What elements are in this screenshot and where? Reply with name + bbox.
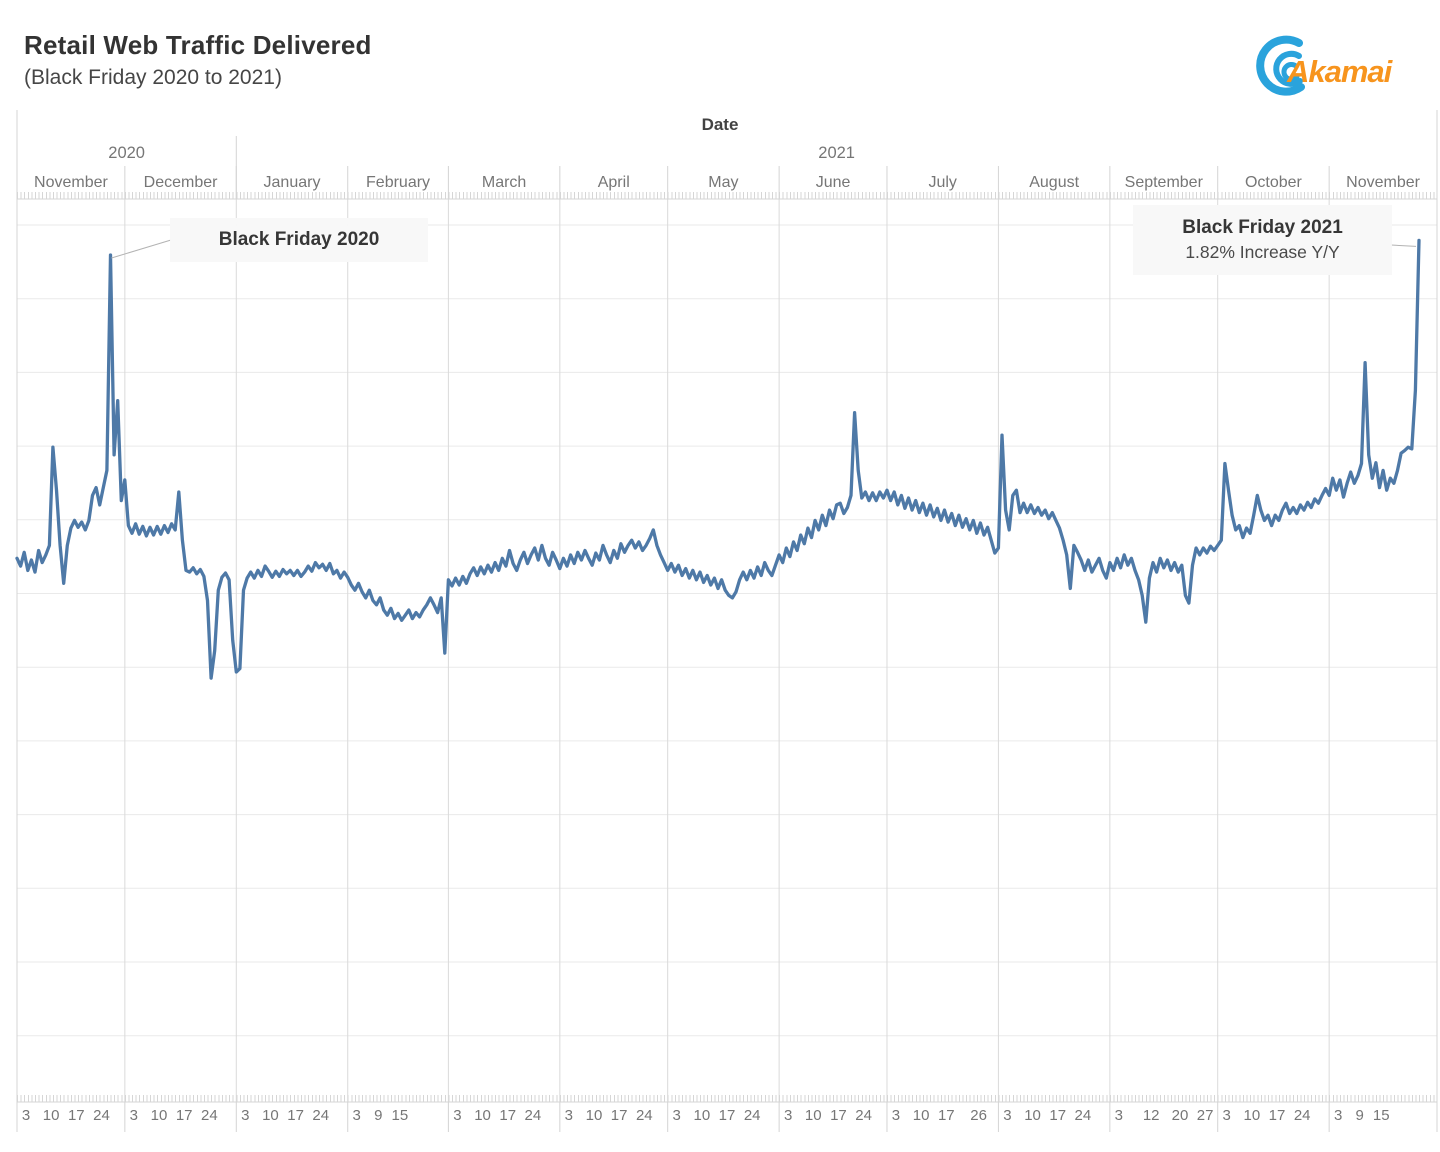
day-tick-label: 3	[783, 1107, 793, 1124]
day-tick-label: 3	[21, 1107, 31, 1124]
day-tick-label: 3	[1114, 1107, 1124, 1124]
day-tick-label: 24	[1074, 1107, 1092, 1124]
day-tick-label: 10	[42, 1107, 60, 1124]
month-label-august: August	[1029, 174, 1080, 191]
day-tick-label: 24	[743, 1107, 761, 1124]
day-tick-label: 3	[453, 1107, 462, 1124]
day-tick-label: 17	[499, 1107, 517, 1124]
month-label-november: November	[1346, 174, 1420, 191]
x-axis-title: Date	[701, 115, 739, 134]
grid-line	[111, 239, 172, 259]
day-tick-label: 15	[1372, 1107, 1390, 1124]
annotation-black-friday-2020: Black Friday 2020	[170, 218, 428, 262]
page-title: Retail Web Traffic Delivered	[24, 30, 372, 60]
day-tick-label: 3	[1333, 1107, 1343, 1124]
akamai-logo: Akamai	[1254, 34, 1410, 96]
month-label-december: December	[143, 174, 218, 191]
year-label-2021: 2021	[818, 144, 855, 162]
day-tick-label: 3	[672, 1107, 681, 1124]
day-minor-ticks-top	[17, 192, 1437, 199]
month-label-october: October	[1244, 174, 1302, 191]
day-tick-label: 17	[937, 1107, 955, 1124]
day-tick-label: 12	[1142, 1107, 1160, 1124]
annotation-label: Black Friday 2021	[1182, 217, 1343, 238]
day-tick-label: 27	[1196, 1107, 1214, 1124]
month-label-november: November	[34, 174, 108, 191]
page-subtitle: (Black Friday 2020 to 2021)	[24, 66, 282, 89]
day-tick-label: 10	[262, 1107, 279, 1124]
day-tick-label: 3	[241, 1107, 250, 1124]
day-tick-label: 3	[564, 1107, 573, 1124]
day-tick-label: 9	[374, 1107, 383, 1124]
month-label-january: January	[263, 174, 321, 191]
day-tick-label: 9	[1355, 1107, 1364, 1124]
day-tick-label: 3	[352, 1107, 361, 1124]
day-tick-label: 10	[693, 1107, 711, 1124]
month-label-may: May	[708, 174, 739, 191]
annotation-label: Black Friday 2020	[218, 229, 380, 250]
day-tick-label: 3	[1003, 1107, 1012, 1124]
day-tick-label: 3	[891, 1107, 901, 1124]
day-tick-label: 10	[585, 1107, 603, 1124]
month-label-september: September	[1124, 174, 1203, 191]
day-tick-label: 17	[1268, 1107, 1286, 1124]
title-block: Retail Web Traffic Delivered (Black Frid…	[24, 30, 372, 90]
day-tick-label: 20	[1171, 1107, 1189, 1124]
traffic-series-line	[15, 238, 1421, 680]
day-tick-label: 17	[1049, 1107, 1067, 1124]
day-tick-label: 24	[524, 1107, 542, 1124]
annotation-sublabel: 1.82% Increase Y/Y	[1185, 242, 1340, 262]
day-tick-label: 17	[610, 1107, 628, 1124]
day-tick-label: 10	[1243, 1107, 1261, 1124]
akamai-logo-text: Akamai	[1287, 54, 1392, 89]
month-label-july: July	[928, 174, 957, 191]
day-tick-label: 24	[855, 1107, 872, 1124]
day-tick-label: 24	[1293, 1107, 1311, 1124]
month-label-april: April	[597, 174, 630, 191]
day-tick-label: 17	[718, 1107, 736, 1124]
day-tick-label: 3	[129, 1107, 138, 1124]
day-tick-label: 15	[391, 1107, 409, 1124]
annotation-black-friday-2021: Black Friday 2021 1.82% Increase Y/Y	[1133, 205, 1392, 275]
month-label-february: February	[366, 174, 431, 191]
day-tick-label: 24	[312, 1107, 330, 1124]
day-tick-label: 24	[635, 1107, 653, 1124]
day-tick-label: 10	[804, 1107, 822, 1124]
month-label-june: June	[815, 174, 851, 191]
year-label-2020: 2020	[108, 144, 145, 162]
day-tick-label: 10	[150, 1107, 168, 1124]
day-tick-label: 17	[175, 1107, 193, 1124]
day-tick-label: 24	[93, 1107, 110, 1124]
akamai-swirl-icon	[1256, 35, 1305, 96]
month-label-march: March	[481, 174, 527, 191]
day-tick-label: 24	[200, 1107, 218, 1124]
day-tick-label: 26	[970, 1107, 987, 1124]
day-tick-label: 3	[1222, 1107, 1231, 1124]
day-minor-ticks-bottom	[17, 1095, 1437, 1102]
day-tick-label: 10	[1024, 1107, 1041, 1124]
day-tick-label: 10	[912, 1107, 930, 1124]
day-tick-label: 10	[474, 1107, 491, 1124]
day-tick-label: 17	[287, 1107, 304, 1124]
day-tick-label: 17	[67, 1107, 85, 1124]
day-tick-label: 17	[830, 1107, 847, 1124]
grid-line	[1390, 244, 1417, 247]
